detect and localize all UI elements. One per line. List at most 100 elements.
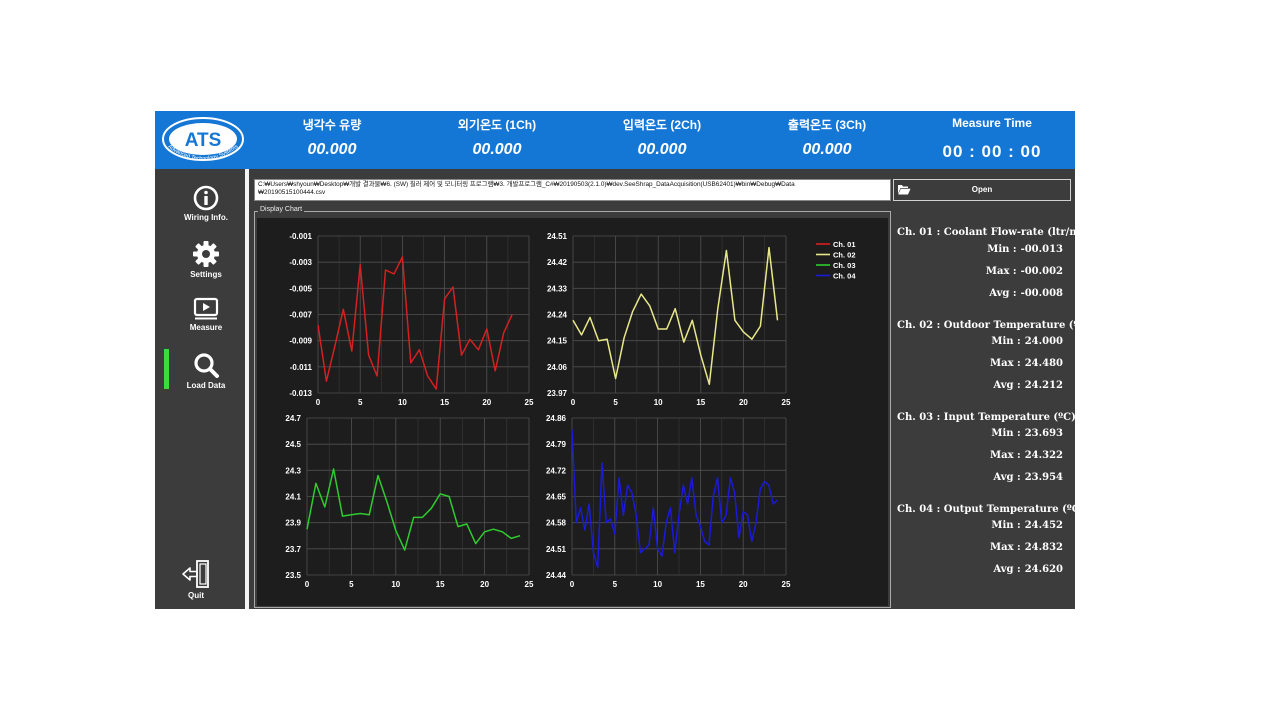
stat-ch04-avg-value: 24.620 — [1024, 564, 1063, 575]
stat-ch03-title: Ch. 03 : Input Temperature (ºC) — [897, 412, 1075, 423]
stat-ch02-max: Max :24.480 — [990, 358, 1063, 369]
header-output-column: 출력온도 (3Ch) 00.000 — [752, 111, 902, 169]
nav-wiring-info-label: Wiring Info. — [184, 213, 228, 222]
gear-icon — [193, 241, 219, 267]
chart4-ytick-label: 24.44 — [546, 571, 567, 580]
stat-ch03-max-value: 24.322 — [1024, 450, 1063, 461]
stat-ch01-max-key: Max : — [985, 266, 1017, 277]
stat-ch02-min: Min :24.000 — [991, 336, 1063, 347]
stat-ch01-avg: Avg : -00.008 — [989, 288, 1063, 299]
chart1-xtick-label: 25 — [525, 398, 534, 407]
sidebar: Wiring Info. Settings — [155, 169, 245, 609]
stat-ch01-avg-value: -00.008 — [1020, 288, 1063, 299]
series-ch-02-line — [572, 246, 779, 386]
stat-ch04-avg: Avg :24.620 — [993, 564, 1063, 575]
stat-ch03-avg-key: Avg : — [993, 472, 1021, 483]
stat-ch02-min-key: Min : — [991, 336, 1021, 347]
chart1-ytick-label: -0.001 — [289, 232, 312, 241]
header-bar: ATS Advanced Technology Systems 냉각수 유량 0… — [155, 111, 1075, 169]
series-ch-03-line — [306, 468, 521, 551]
nav-load-data-button[interactable]: Load Data — [165, 351, 247, 399]
file-path-line-2: ₩20190515100444.csv — [258, 189, 326, 196]
chart3-ytick-label: 23.9 — [285, 519, 301, 528]
nav-settings-label: Settings — [190, 270, 222, 279]
nav-settings-button[interactable]: Settings — [165, 240, 247, 288]
active-indicator — [164, 349, 169, 389]
chart2-ytick-label: 24.42 — [547, 258, 568, 267]
nav-quit-label: Quit — [188, 591, 204, 600]
chart1-xtick-label: 20 — [482, 398, 491, 407]
chart1-xtick-label: 0 — [316, 398, 321, 407]
chart1-ytick-label: -0.013 — [289, 389, 312, 398]
stat-ch04-max-value: 24.832 — [1024, 542, 1063, 553]
chart-area: -0.001 -0.003 -0.005 -0.007 -0.009 -0.011 -0.0… — [257, 218, 888, 606]
file-path-field[interactable]: C:₩Users₩shyoun₩Desktop₩개발 결과물₩6. (SW) 칠… — [254, 179, 891, 201]
legend-entry-label: Ch. 02 — [833, 251, 856, 260]
exit-icon — [182, 560, 209, 588]
chart3-xtick-label: 0 — [305, 580, 310, 589]
chart2-xtick-label: 20 — [739, 398, 748, 407]
chart3-xtick-label: 5 — [349, 580, 354, 589]
stat-ch04-min: Min :24.452 — [991, 520, 1063, 531]
chart2-xtick-label: 5 — [613, 398, 618, 407]
chart2-ytick-label: 23.97 — [547, 389, 568, 398]
chart4-ytick-label: 24.65 — [546, 493, 567, 502]
header-flow-value: 00.000 — [307, 141, 357, 158]
chart1-xtick-label: 10 — [398, 398, 407, 407]
chart4-xtick-label: 25 — [782, 580, 791, 589]
chart4-ytick-label: 24.58 — [546, 519, 567, 528]
nav-wiring-info-button[interactable]: Wiring Info. — [165, 185, 247, 233]
chart4-xtick-label: 10 — [653, 580, 662, 589]
stat-ch04-min-key: Min : — [991, 520, 1021, 531]
chart3-ytick-label: 23.5 — [285, 571, 301, 580]
chart1-xtick-label: 15 — [440, 398, 449, 407]
nav-measure-button[interactable]: Measure — [165, 297, 247, 345]
stat-ch02-avg-value: 24.212 — [1024, 380, 1063, 391]
folder-open-icon — [898, 185, 911, 195]
chart3-xtick-label: 15 — [436, 580, 445, 589]
chart3-xtick-label: 20 — [480, 580, 489, 589]
stat-ch01-max: Max : -00.002 — [986, 266, 1063, 277]
chart2-ytick-label: 24.15 — [547, 337, 568, 346]
stat-ch03-max: Max :24.322 — [990, 450, 1063, 461]
series-ch-01-line — [317, 256, 513, 390]
chart1-ytick-label: -0.005 — [289, 284, 312, 293]
chart4-xtick-label: 20 — [739, 580, 748, 589]
chart1-ytick-label: -0.003 — [289, 258, 312, 267]
chart2-ytick-label: 24.33 — [547, 284, 568, 293]
legend-entry-label: Ch. 04 — [833, 272, 856, 281]
chart4-xtick-label: 5 — [613, 580, 618, 589]
chart1-xtick-label: 5 — [358, 398, 363, 407]
app-window: ATS Advanced Technology Systems 냉각수 유량 0… — [155, 111, 1075, 609]
stat-ch04-avg-key: Avg : — [993, 564, 1021, 575]
header-outdoor-column: 외기온도 (1Ch) 00.000 — [422, 111, 572, 169]
stat-ch01-title: Ch. 01 : Coolant Flow-rate (ltr/m) — [897, 227, 1075, 238]
legend-entry-label: Ch. 03 — [833, 261, 856, 270]
nav-measure-label: Measure — [189, 323, 223, 332]
header-flow-label: 냉각수 유량 — [302, 118, 362, 132]
stat-ch02-min-value: 24.000 — [1024, 336, 1063, 347]
logo-text: ATS — [185, 130, 222, 151]
chart4-xtick-label: 0 — [570, 580, 575, 589]
nav-quit-button[interactable]: Quit — [155, 559, 237, 607]
open-button[interactable]: Open — [893, 179, 1071, 201]
chart3-ytick-label: 24.3 — [285, 466, 301, 475]
chart2-xtick-label: 25 — [782, 398, 791, 407]
header-input-column: 입력온도 (2Ch) 00.000 — [587, 111, 737, 169]
stat-ch03-avg-value: 23.954 — [1024, 472, 1063, 483]
sidebar-divider — [245, 169, 249, 609]
stat-ch01-min-value: -00.013 — [1020, 244, 1063, 255]
search-icon — [194, 353, 219, 378]
stat-ch01-min: Min : -00.013 — [987, 244, 1063, 255]
chart2-ytick-label: 24.51 — [547, 232, 568, 241]
charts-svg: -0.001 -0.003 -0.005 -0.007 -0.009 -0.011 -0.0… — [285, 232, 856, 589]
header-flow-column: 냉각수 유량 00.000 — [257, 111, 407, 169]
stat-ch02-avg: Avg :24.212 — [993, 380, 1063, 391]
ats-logo: ATS Advanced Technology Systems — [157, 115, 247, 167]
header-output-value: 00.000 — [802, 141, 852, 158]
chart3-ytick-label: 24.1 — [285, 493, 301, 502]
stat-ch03-min: Min :23.693 — [991, 428, 1063, 439]
stat-ch03-min-key: Min : — [991, 428, 1021, 439]
stat-ch01-max-value: -00.002 — [1020, 266, 1063, 277]
chart3-xtick-label: 25 — [525, 580, 534, 589]
